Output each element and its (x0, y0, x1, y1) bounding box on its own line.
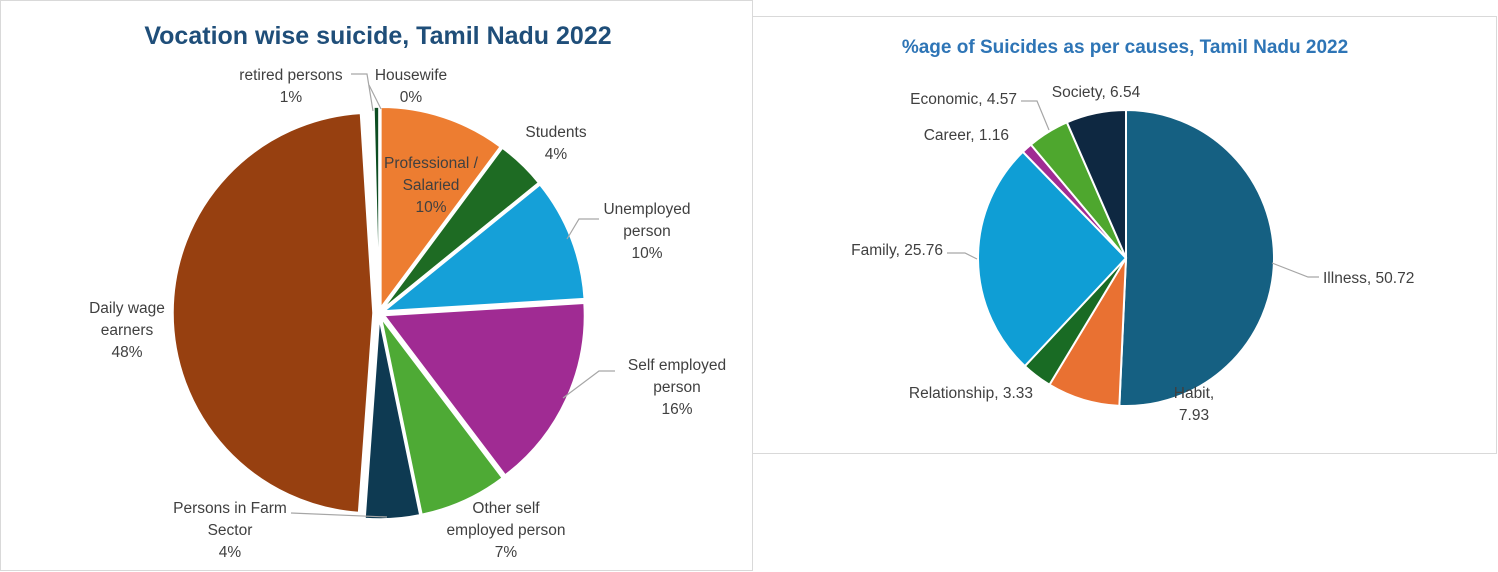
pie-slice-daily-wage-earners (172, 112, 374, 514)
data-label-economic: Economic, 4.57 (910, 91, 1017, 108)
vocation-pie-chart: Vocation wise suicide, Tamil Nadu 2022 P… (89, 22, 726, 561)
data-label-self-employed-person: Self employed person 16% (628, 357, 726, 418)
data-label-students: Students 4% (525, 124, 586, 163)
data-label-unemployed-person: Unemployed person 10% (603, 201, 690, 262)
pie-slice-self-employed-person (383, 302, 586, 476)
data-label-persons-in-farm-sector: Persons in Farm Sector 4% (173, 500, 287, 561)
leader-line-unemployed-person (566, 218, 599, 240)
pie-slice-illness (1118, 108, 1275, 407)
pie-slice-professional-salaried (380, 106, 502, 310)
data-label-family: Family, 25.76 (851, 242, 943, 259)
data-label-career: Career, 1.16 (924, 127, 1009, 144)
leader-line-family (947, 252, 978, 260)
leader-line-self-employed-person (562, 370, 615, 399)
chart-title: Vocation wise suicide, Tamil Nadu 2022 (144, 22, 611, 50)
data-label-other-self-employed-person: Other self employed person 7% (447, 500, 566, 561)
chart-title: %age of Suicides as per causes, Tamil Na… (902, 37, 1348, 58)
pie-slice-society (1065, 108, 1127, 259)
pie-slice-persons-in-farm-sector (364, 318, 421, 520)
leader-line-persons-in-farm-sector (290, 512, 388, 518)
pie-slice-other-self-employed-person (380, 318, 504, 516)
data-label-professional-salaried: Professional / Salaried 10% (384, 155, 479, 216)
pie-slice-housewife (373, 106, 380, 308)
pie-slice-unemployed-person (382, 183, 586, 312)
pie-slice-family (977, 150, 1128, 368)
leader-line-illness (1271, 262, 1319, 278)
leader-line-housewife (368, 84, 382, 110)
pie-slice-students (382, 147, 540, 310)
leader-line-retired-persons (351, 73, 374, 112)
leader-line-economic (1021, 100, 1050, 131)
causes-chart-panel: %age of Suicides as per causes, Tamil Na… (752, 16, 1497, 454)
causes-pie-chart: %age of Suicides as per causes, Tamil Na… (851, 37, 1414, 424)
data-label-housewife: Housewife 0% (375, 67, 447, 106)
data-label-habit: Habit, 7.93 (1174, 385, 1215, 424)
data-label-retired-persons: retired persons 1% (239, 67, 343, 106)
vocation-chart-panel: Vocation wise suicide, Tamil Nadu 2022 P… (0, 0, 753, 571)
data-label-illness: Illness, 50.72 (1323, 270, 1414, 287)
data-label-society: Society, 6.54 (1052, 84, 1141, 101)
data-label-relationship: Relationship, 3.33 (909, 385, 1033, 402)
data-label-daily-wage-earners: Daily wage earners 48% (89, 300, 165, 361)
